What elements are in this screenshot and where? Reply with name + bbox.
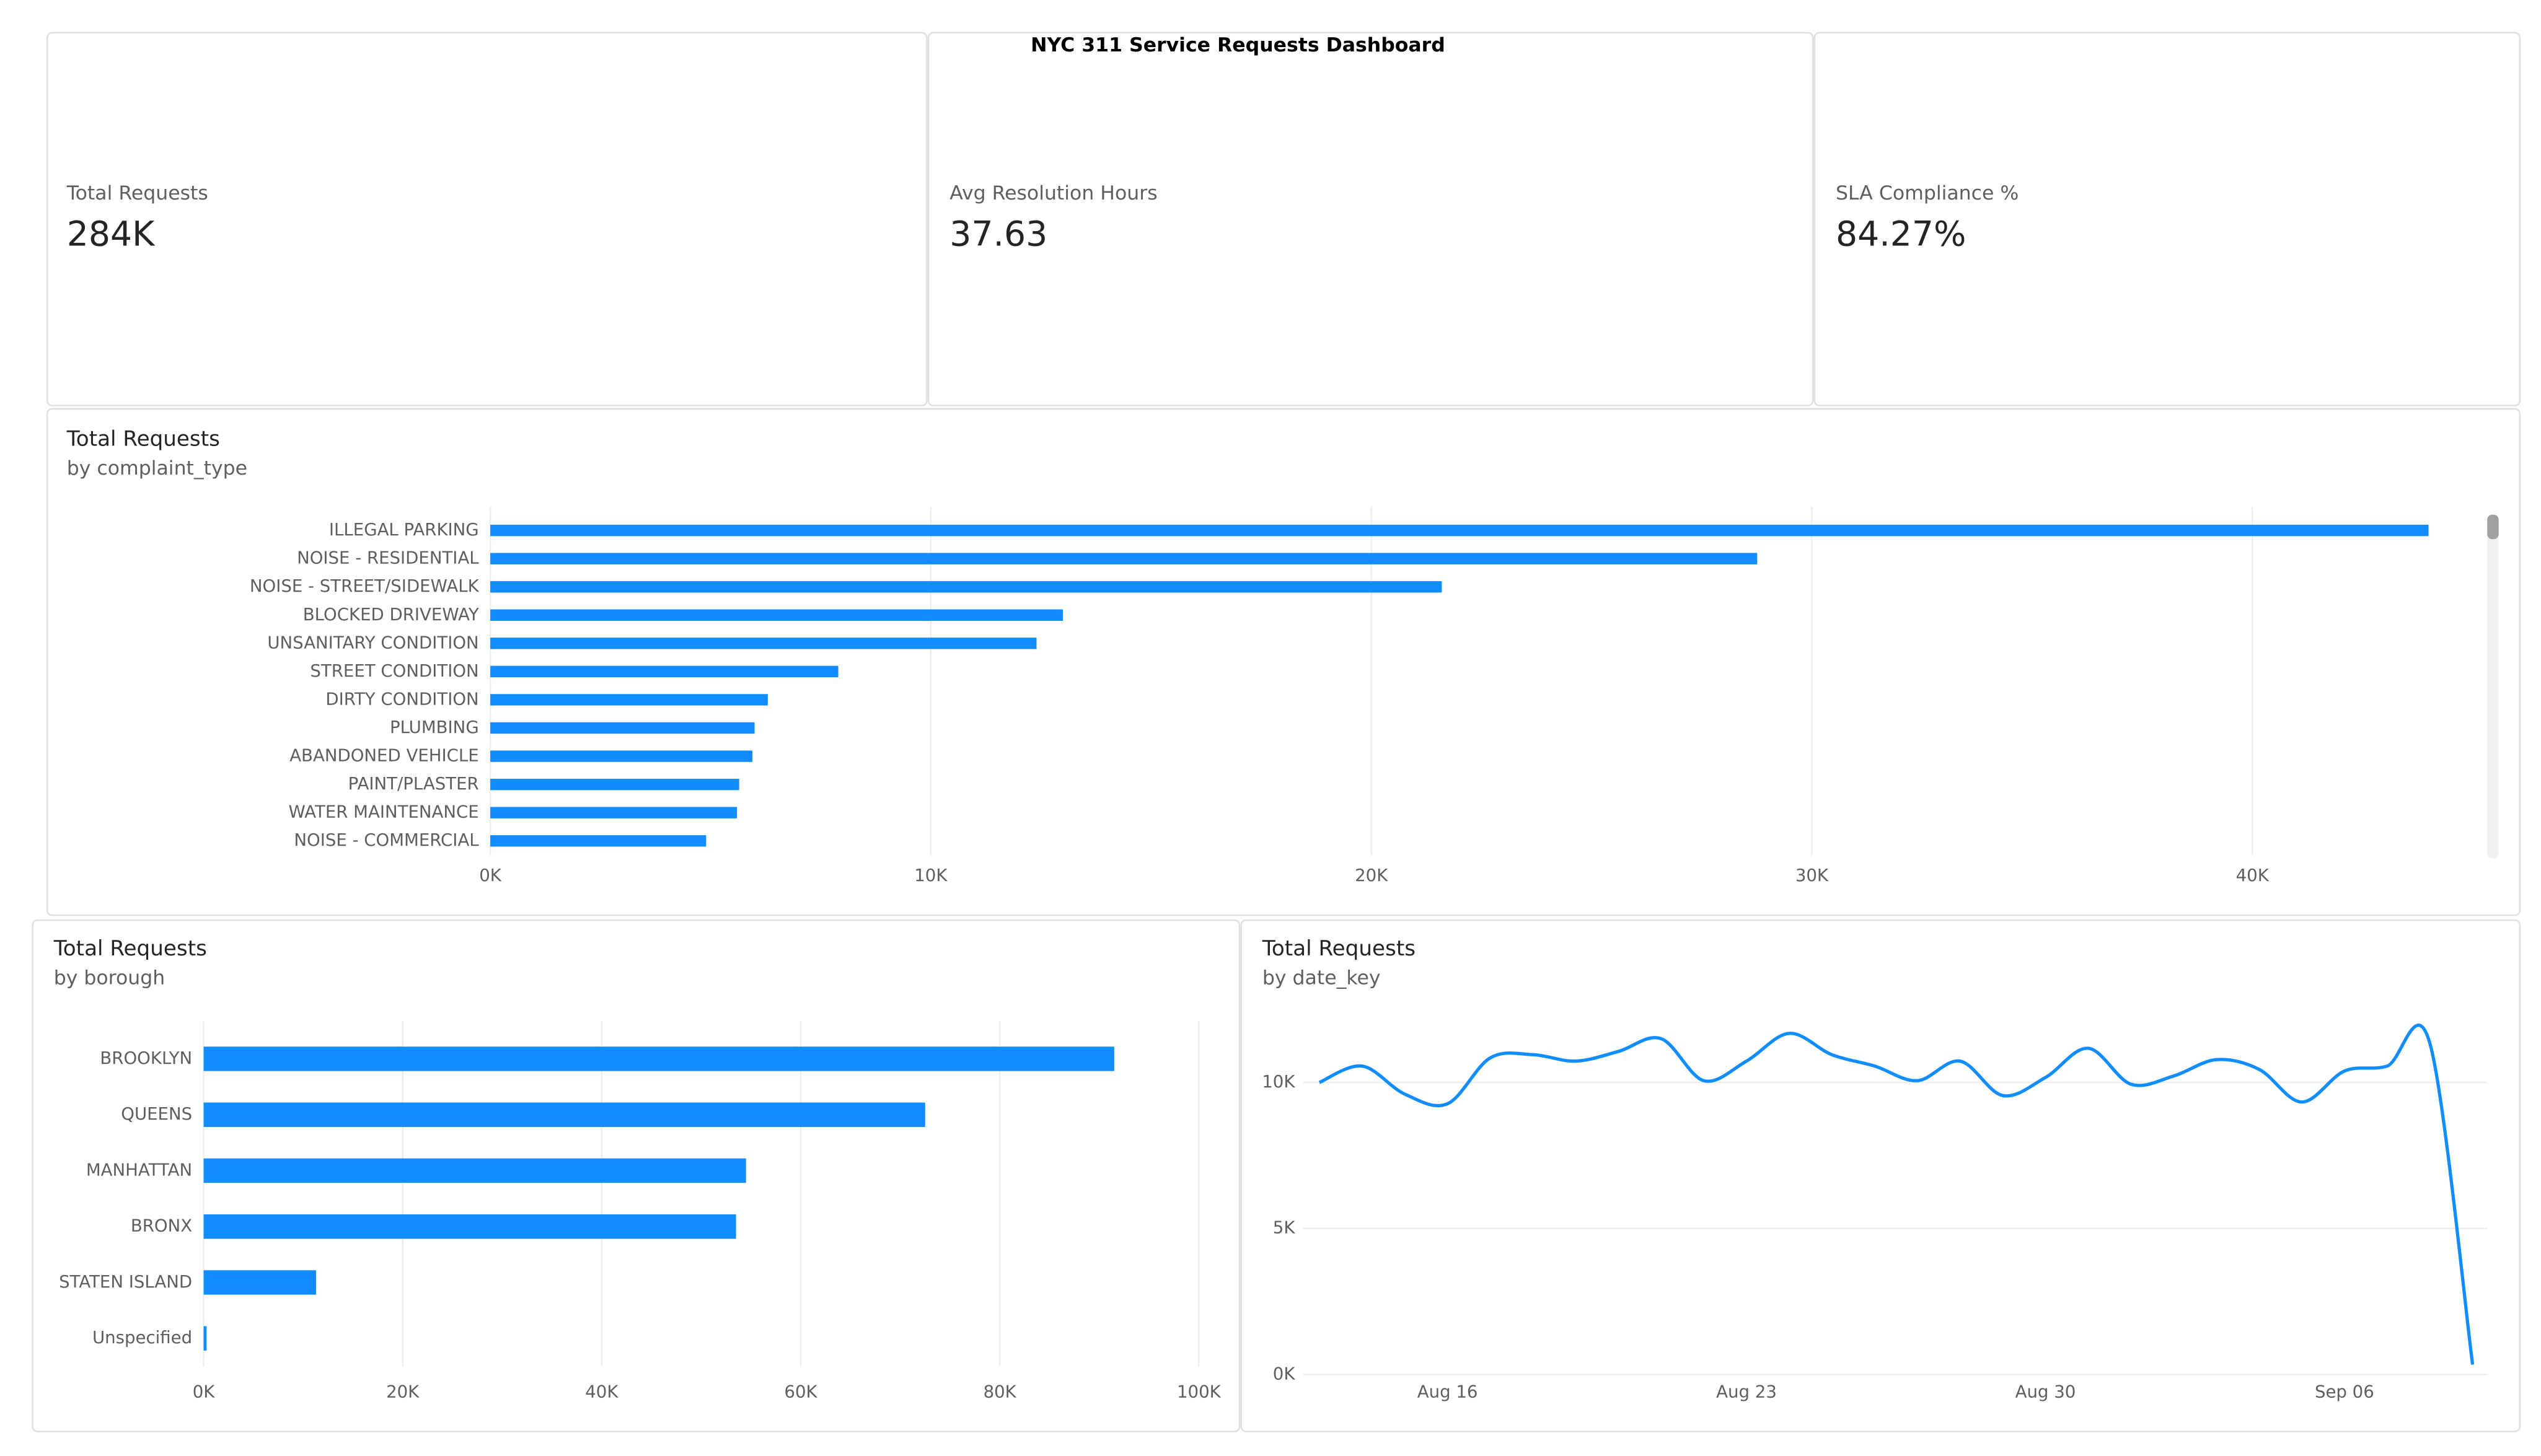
y-tick-label: NOISE - RESIDENTIAL — [297, 548, 479, 568]
y-tick-label: BROOKLYN — [100, 1048, 192, 1068]
y-tick-label: Unspecified — [92, 1327, 192, 1348]
y-tick-label: STREET CONDITION — [310, 660, 478, 681]
card-value: 37.63 — [949, 214, 1047, 254]
bar — [490, 778, 739, 791]
line — [1318, 1024, 2475, 1365]
y-tick-label: BRONX — [131, 1216, 192, 1236]
x-tick-label: 20K — [386, 1381, 420, 1401]
card — [46, 32, 928, 406]
x-tick-label: 0K — [479, 865, 502, 885]
y-tick-label: MANHATTAN — [86, 1159, 192, 1180]
bar — [490, 807, 738, 818]
x-tick-label: Aug 30 — [2015, 1381, 2076, 1401]
x-tick-label: 40K — [2236, 865, 2270, 885]
bar — [490, 835, 707, 847]
y-tick-label: ABANDONED VEHICLE — [289, 745, 479, 766]
card — [927, 32, 1814, 406]
bar — [490, 581, 1442, 593]
x-tick-label: 10K — [914, 865, 948, 885]
x-tick-label: Sep 06 — [2315, 1381, 2374, 1401]
y-tick-label: NOISE - COMMERCIAL — [294, 830, 479, 850]
y-tick-label: PAINT/PLASTER — [348, 773, 479, 794]
bar — [490, 609, 1064, 621]
bar — [490, 694, 768, 706]
y-tick-label: 0K — [1273, 1363, 1296, 1384]
y-tick-label: DIRTY CONDITION — [325, 688, 478, 709]
bar — [490, 524, 2429, 537]
bar — [203, 1270, 316, 1295]
scrollbar-track[interactable] — [2487, 514, 2499, 859]
chart-subtitle: by complaint_type — [67, 457, 247, 480]
bar — [203, 1158, 746, 1183]
card-label: SLA Compliance % — [1836, 182, 2019, 204]
card-value: 284K — [67, 214, 156, 254]
bar — [490, 722, 755, 734]
card-value: 84.27% — [1836, 214, 1966, 254]
bar — [203, 1046, 1114, 1071]
bar — [490, 750, 753, 762]
bar — [203, 1102, 925, 1127]
x-tick-label: 40K — [585, 1381, 619, 1401]
chart-subtitle: by borough — [54, 967, 165, 989]
y-tick-label: STATEN ISLAND — [59, 1271, 192, 1292]
y-tick-label: NOISE - STREET/SIDEWALK — [250, 576, 480, 596]
x-tick-label: Aug 16 — [1417, 1381, 1478, 1401]
card-label: Avg Resolution Hours — [949, 182, 1157, 204]
card-label: Total Requests — [66, 182, 208, 204]
x-tick-label: 80K — [984, 1381, 1017, 1401]
dashboard-title: NYC 311 Service Requests Dashboard — [1031, 34, 1445, 56]
chart-subtitle: by date_key — [1262, 967, 1381, 989]
x-tick-label: Aug 23 — [1716, 1381, 1777, 1401]
bar — [203, 1326, 207, 1351]
y-tick-label: ILLEGAL PARKING — [329, 519, 479, 540]
card — [1240, 919, 2521, 1432]
scrollbar-thumb[interactable] — [2487, 514, 2499, 540]
y-tick-label: PLUMBING — [390, 717, 479, 737]
y-tick-label: QUEENS — [121, 1103, 192, 1124]
y-tick-label: 10K — [1262, 1071, 1295, 1092]
chart-title: Total Requests — [66, 426, 220, 451]
bar — [490, 553, 1758, 564]
x-tick-label: 100K — [1177, 1381, 1222, 1401]
x-tick-label: 60K — [784, 1381, 817, 1401]
chart-title: Total Requests — [53, 936, 207, 961]
y-tick-label: 5K — [1273, 1217, 1296, 1238]
y-tick-label: UNSANITARY CONDITION — [267, 632, 478, 652]
x-tick-label: 20K — [1355, 865, 1388, 885]
card — [1813, 32, 2521, 406]
x-tick-label: 0K — [193, 1381, 216, 1401]
y-tick-label: WATER MAINTENANCE — [289, 802, 479, 822]
bar — [203, 1214, 736, 1239]
chart-title: Total Requests — [1262, 936, 1416, 961]
bar — [490, 665, 839, 678]
y-tick-label: BLOCKED DRIVEWAY — [303, 604, 479, 625]
bar — [490, 638, 1037, 649]
x-tick-label: 30K — [1795, 865, 1829, 885]
